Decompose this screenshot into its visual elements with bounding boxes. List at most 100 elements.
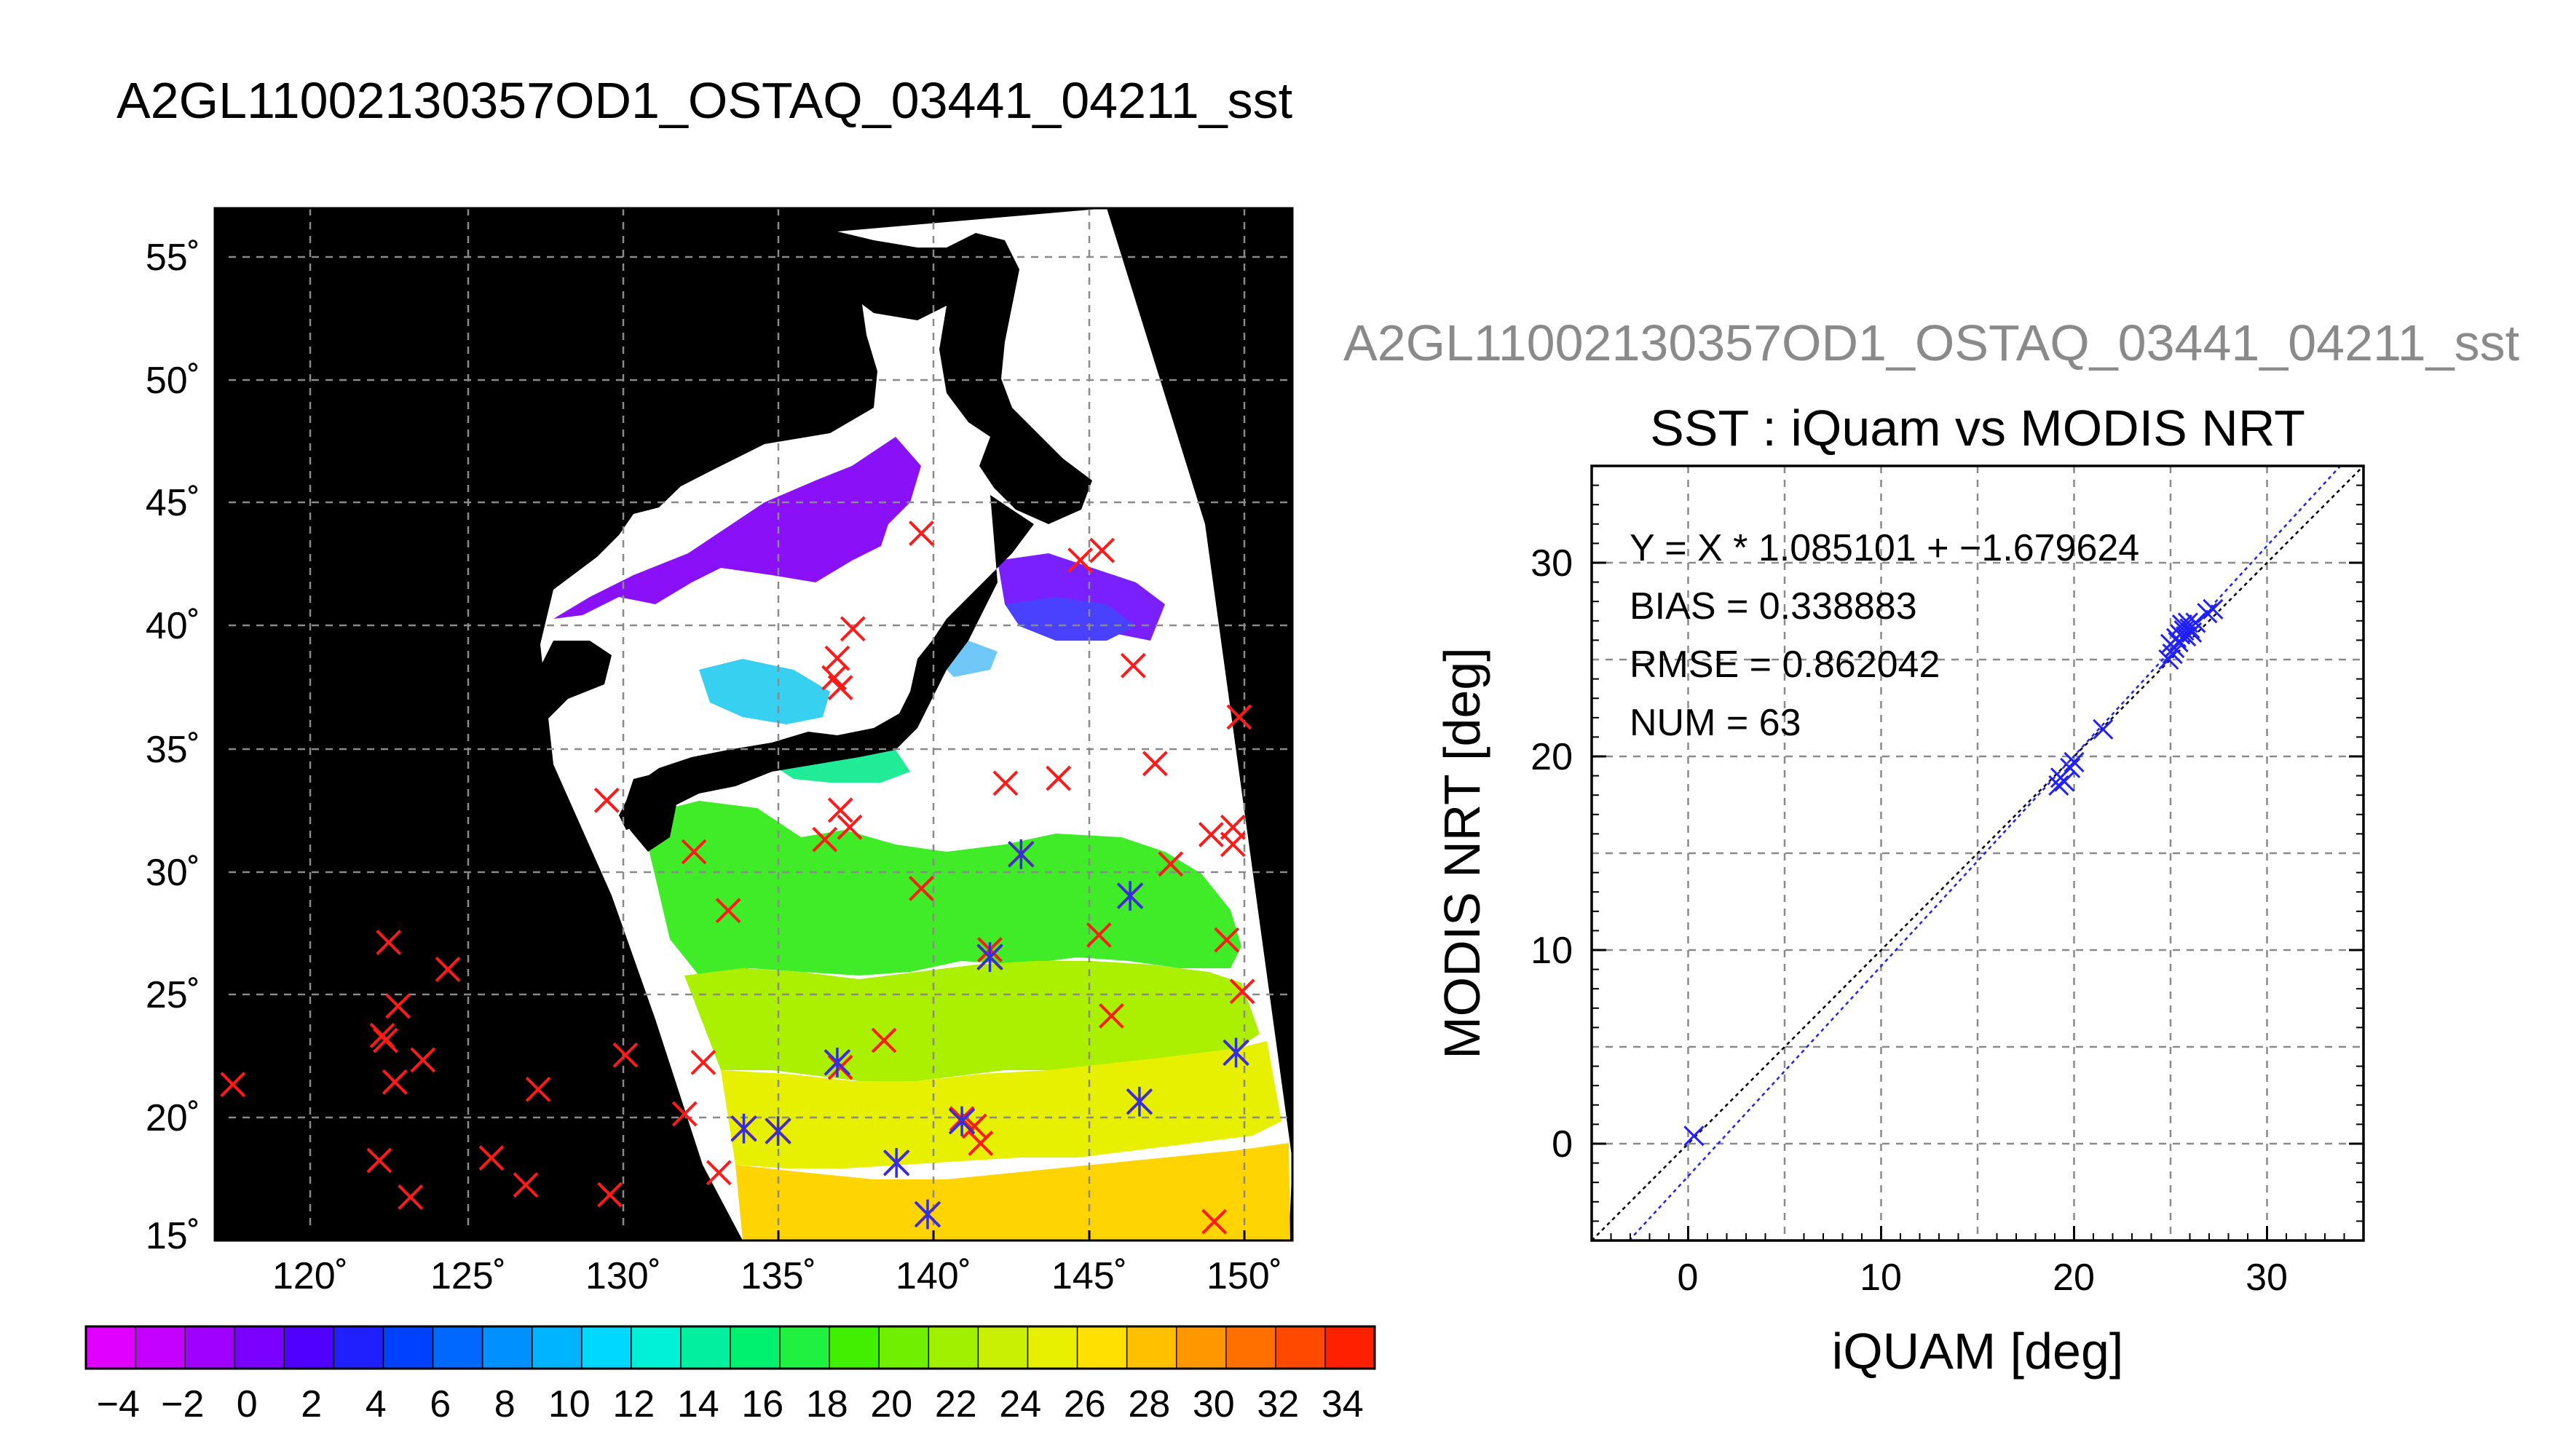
stats-num: NUM = 63 [1630, 702, 1801, 744]
insitu-marker [1086, 922, 1112, 948]
insitu-marker [837, 814, 863, 840]
insitu-marker [681, 839, 707, 865]
insitu-marker [1089, 537, 1115, 563]
colorbar-label: 32 [1257, 1383, 1299, 1425]
insitu-marker [1046, 765, 1072, 791]
colorbar-cell [1176, 1326, 1227, 1369]
insitu-marker [715, 898, 741, 924]
lat-tick-label: 45˚ [146, 482, 200, 524]
insitu-marker [220, 1072, 246, 1098]
colorbar-cell [978, 1326, 1029, 1369]
y-tick-label: 20 [1531, 736, 1573, 778]
insitu-marker [908, 876, 934, 901]
y-tick-label: 10 [1531, 930, 1573, 972]
colorbar-label: 12 [612, 1383, 655, 1425]
insitu-marker [1158, 851, 1184, 877]
colorbar-cell [631, 1326, 682, 1369]
regression-line [1628, 465, 2342, 1241]
colorbar-label: 4 [366, 1383, 387, 1425]
scatter-ylabel: MODIS NRT [deg] [1434, 647, 1490, 1059]
stats-rmse: RMSE = 0.862042 [1630, 644, 1940, 686]
colorbar-cell [780, 1326, 830, 1369]
insitu-marker [513, 1172, 539, 1198]
lon-tick-label: 135˚ [741, 1255, 816, 1297]
one-to-one-line [1591, 465, 2364, 1241]
insitu-marker [1226, 704, 1252, 730]
colorbar-cell [482, 1326, 533, 1369]
insitu-marker [478, 1145, 505, 1171]
insitu-marker [410, 1047, 436, 1073]
insitu-marker [435, 957, 461, 982]
scatter-points [1683, 598, 2224, 1147]
matchup-marker [948, 1106, 976, 1136]
insitu-marker [1142, 751, 1168, 777]
sst-green-band [641, 801, 1241, 976]
lat-tick-label: 25˚ [146, 974, 200, 1016]
scatter-point [2048, 775, 2069, 796]
colorbar-cell [1027, 1326, 1078, 1369]
insitu-marker [690, 1049, 716, 1075]
insitu-marker [376, 930, 402, 955]
land-kyushu [626, 772, 677, 852]
scatter-point [2177, 612, 2198, 633]
matchup-marker [1126, 1086, 1153, 1117]
map-frame [213, 207, 1294, 1242]
insitu-marker [385, 993, 411, 1019]
scatter-title: SST : iQuam vs MODIS NRT [1650, 400, 2305, 456]
insitu-marker [593, 787, 620, 813]
scatter-point [1683, 1125, 1705, 1147]
lat-tick-label: 40˚ [146, 605, 200, 647]
insitu-marker [1214, 927, 1240, 953]
insitu-marker [992, 770, 1019, 796]
scatter-reference-lines [1591, 465, 2364, 1241]
sst-blue-channel [1005, 597, 1136, 641]
lat-tick-label: 20˚ [146, 1097, 200, 1139]
lon-tick-label: 145˚ [1051, 1255, 1127, 1297]
insitu-marker [1201, 1208, 1228, 1235]
lon-tick-label: 125˚ [430, 1255, 506, 1297]
colorbar-cell [383, 1326, 434, 1369]
map-markers [220, 521, 1255, 1235]
colorbar-cell [433, 1326, 483, 1369]
colorbar-frame [84, 1325, 1376, 1370]
colorbar-label: −4 [97, 1383, 140, 1425]
insitu-marker [812, 826, 838, 852]
insitu-marker [840, 616, 866, 642]
colorbar-cell [680, 1326, 731, 1369]
colorbar-cells [86, 1326, 1375, 1369]
colorbar-label: 30 [1193, 1383, 1235, 1425]
insitu-marker [827, 675, 853, 700]
colorbar-label: 0 [237, 1383, 258, 1425]
colorbar: −4 −2 0 2 4 6 8 10 12 14 16 18 20 22 24 26 28 30 32 34 [84, 1325, 1376, 1425]
scatter-xlabel: iQUAM [deg] [1832, 1323, 2124, 1380]
matchup-marker [1008, 839, 1035, 869]
insitu-marker [1220, 831, 1246, 858]
matchup-marker [882, 1147, 910, 1178]
colorbar-label: 28 [1128, 1383, 1170, 1425]
sst-lightblue-nearshore [699, 659, 830, 724]
colorbar-cell [185, 1326, 235, 1369]
insitu-marker [398, 1184, 424, 1210]
lat-tick-label: 15˚ [146, 1215, 200, 1257]
colorbar-cell [532, 1326, 583, 1369]
colorbar-label: 18 [806, 1383, 848, 1425]
lat-tick-label: 50˚ [146, 360, 200, 402]
colorbar-label: 20 [870, 1383, 912, 1425]
colorbar-cell [1126, 1326, 1177, 1369]
lon-tick-label: 140˚ [896, 1255, 971, 1297]
scatter-ticks [1592, 484, 2364, 1241]
lon-tick-label: 120˚ [272, 1255, 348, 1297]
matchup-marker [824, 1047, 851, 1077]
colorbar-cell [1225, 1326, 1276, 1369]
stats-bias: BIAS = 0.338883 [1630, 585, 1917, 628]
x-tick-label: 30 [2246, 1257, 2288, 1299]
map-tick-marks [215, 256, 1246, 1241]
colorbar-cell [1077, 1326, 1128, 1369]
map-title: A2GL11002130357OD1_OSTAQ_03441_04211_sst [117, 72, 1292, 129]
insitu-marker [706, 1160, 732, 1186]
x-tick-label: 10 [1860, 1257, 1902, 1299]
land-sakhalin-hokkaido [939, 233, 1092, 524]
colorbar-label: −2 [161, 1383, 204, 1425]
y-tick-label: 0 [1552, 1123, 1573, 1166]
